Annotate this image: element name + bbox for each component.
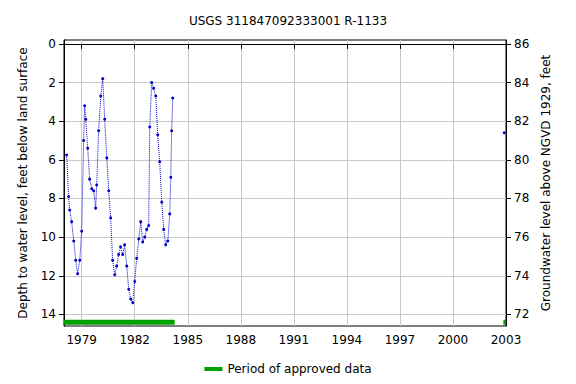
svg-text:1988: 1988 (226, 333, 257, 347)
svg-text:2000: 2000 (438, 333, 469, 347)
svg-text:1985: 1985 (172, 333, 203, 347)
svg-text:76: 76 (514, 230, 529, 244)
svg-text:12: 12 (41, 269, 56, 283)
svg-text:74: 74 (514, 269, 529, 283)
svg-text:6: 6 (48, 153, 56, 167)
svg-text:82: 82 (514, 114, 529, 128)
svg-text:10: 10 (41, 230, 56, 244)
svg-text:8: 8 (48, 191, 56, 205)
svg-text:78: 78 (514, 191, 529, 205)
svg-text:1994: 1994 (332, 333, 363, 347)
svg-text:72: 72 (514, 307, 529, 321)
svg-text:Groundwater level above NGVD 1: Groundwater level above NGVD 1929, feet (539, 54, 553, 311)
svg-text:86: 86 (514, 37, 529, 51)
svg-text:2003: 2003 (491, 333, 522, 347)
svg-text:Period of approved data: Period of approved data (227, 362, 371, 376)
svg-text:1997: 1997 (385, 333, 416, 347)
svg-text:USGS 311847092333001 R-1133: USGS 311847092333001 R-1133 (189, 14, 387, 28)
svg-text:Depth to water level, feet bel: Depth to water level, feet below land su… (16, 47, 30, 318)
svg-text:0: 0 (48, 37, 56, 51)
svg-text:2: 2 (48, 76, 56, 90)
svg-text:1982: 1982 (119, 333, 150, 347)
svg-text:84: 84 (514, 76, 529, 90)
svg-text:80: 80 (514, 153, 529, 167)
svg-text:1979: 1979 (66, 333, 97, 347)
svg-text:1991: 1991 (279, 333, 310, 347)
svg-text:14: 14 (41, 307, 56, 321)
svg-text:4: 4 (48, 114, 56, 128)
